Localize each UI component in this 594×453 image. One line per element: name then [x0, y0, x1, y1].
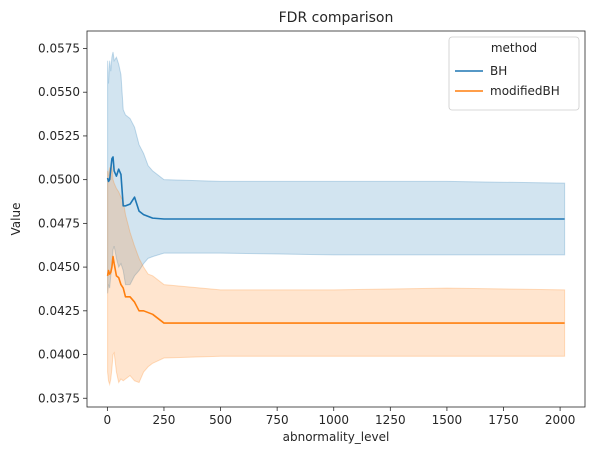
confidence-bands — [107, 51, 566, 387]
y-axis-label: Value — [9, 203, 23, 236]
chart-title: FDR comparison — [279, 10, 394, 26]
x-axis-label: abnormality_level — [283, 430, 390, 444]
x-tick-label: 1500 — [432, 413, 463, 427]
x-tick-label: 1250 — [375, 413, 406, 427]
band-bh — [107, 51, 566, 294]
y-tick-label: 0.0400 — [38, 348, 80, 362]
series-lines — [106, 156, 565, 324]
x-tick-label: 250 — [153, 413, 176, 427]
y-tick-label: 0.0550 — [38, 85, 80, 99]
y-tick-label: 0.0425 — [38, 304, 80, 318]
y-axis: 0.0375 0.0400 0.0425 0.0450 0.0475 0.0500 0.05… — [38, 41, 87, 405]
x-tick-label: 0 — [104, 413, 112, 427]
line-bh — [106, 156, 565, 220]
legend-title: method — [491, 41, 537, 55]
y-tick-label: 0.0500 — [38, 173, 80, 187]
x-tick-label: 500 — [209, 413, 232, 427]
x-tick-label: 1750 — [488, 413, 519, 427]
line-modifiedbh — [106, 255, 565, 324]
plot-frame — [86, 30, 586, 408]
y-tick-label: 0.0475 — [38, 216, 80, 230]
y-tick-label: 0.0450 — [38, 260, 80, 274]
x-axis: 0 250 500 750 1000 1250 1500 1750 2000 — [104, 407, 576, 427]
y-tick-label: 0.0575 — [38, 41, 80, 55]
y-tick-label: 0.0375 — [38, 391, 80, 405]
x-tick-label: 750 — [266, 413, 289, 427]
y-tick-label: 0.0525 — [38, 129, 80, 143]
x-tick-label: 1000 — [318, 413, 349, 427]
legend-label-bh: BH — [490, 64, 507, 78]
band-modifiedbh — [107, 165, 566, 387]
x-tick-label: 2000 — [545, 413, 576, 427]
legend-label-modifiedbh: modifiedBH — [490, 84, 560, 98]
legend: method BH modifiedBH — [448, 36, 580, 111]
